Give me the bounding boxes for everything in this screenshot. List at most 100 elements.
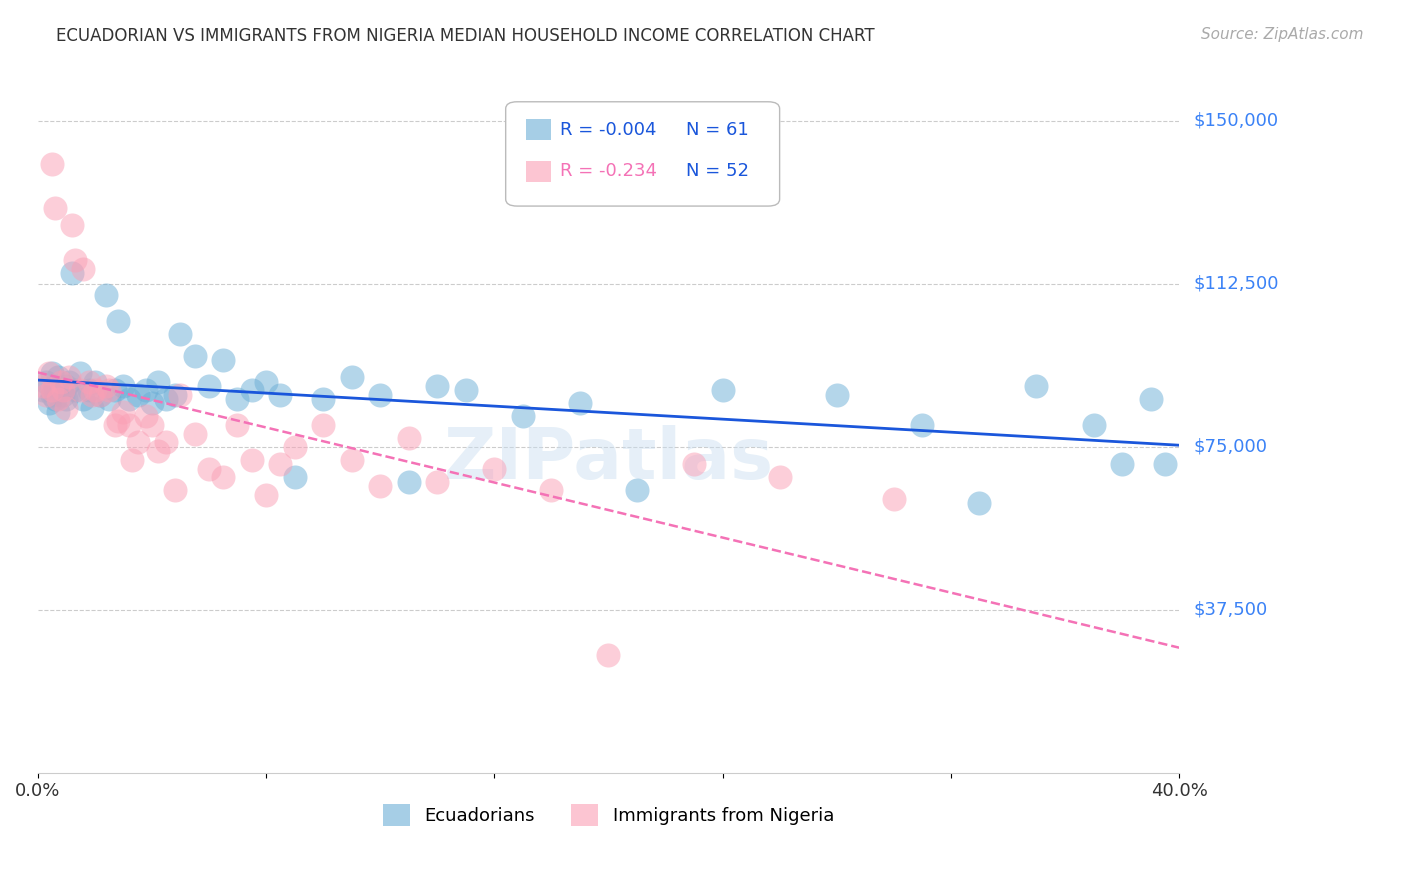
Point (96, 287, 118, 301)
Point (41, 384, 63, 398)
Point (58, 370, 80, 384)
Point (163, 387, 186, 401)
Point (77, 375, 100, 389)
Point (38, 366, 60, 380)
Bar (526, 161, 551, 182)
Point (41, 366, 63, 380)
Text: $75,000: $75,000 (1194, 438, 1267, 456)
Point (41, 387, 63, 401)
Point (89, 387, 111, 401)
Point (512, 409, 534, 424)
Point (63, 252, 86, 267)
Point (426, 379, 449, 393)
Point (58, 375, 80, 389)
Point (32, 384, 55, 398)
Point (69, 384, 91, 398)
Point (72, 261, 94, 276)
Point (72, 392, 94, 406)
Point (212, 352, 235, 367)
Point (118, 392, 141, 406)
Point (1111, 457, 1133, 471)
Point (49, 384, 72, 398)
FancyBboxPatch shape (506, 102, 779, 206)
Point (568, 396, 591, 410)
Point (41, 157, 63, 171)
Point (312, 418, 335, 433)
Point (1083, 418, 1105, 433)
Text: Source: ZipAtlas.com: Source: ZipAtlas.com (1201, 27, 1364, 42)
Point (44, 392, 66, 406)
Point (55, 401, 77, 415)
Point (283, 440, 305, 454)
Point (104, 418, 127, 433)
Point (104, 384, 127, 398)
Point (226, 392, 249, 406)
Point (141, 418, 163, 433)
Point (484, 461, 506, 475)
Point (155, 392, 177, 406)
Point (1025, 379, 1047, 393)
Point (107, 314, 129, 328)
Point (711, 384, 734, 398)
Point (60, 218, 83, 232)
Legend: Ecuadorians, Immigrants from Nigeria: Ecuadorians, Immigrants from Nigeria (375, 797, 841, 833)
Point (768, 470, 790, 484)
Point (49, 375, 72, 389)
Point (254, 375, 277, 389)
Point (269, 387, 291, 401)
Text: R = -0.234: R = -0.234 (561, 162, 658, 180)
Point (35, 387, 58, 401)
Point (127, 387, 149, 401)
Point (155, 435, 177, 450)
Point (98, 392, 121, 406)
Point (107, 414, 129, 428)
Point (52, 387, 75, 401)
Point (98, 384, 121, 398)
Point (135, 384, 157, 398)
Point (183, 349, 205, 363)
Point (80, 401, 103, 415)
Bar (526, 120, 551, 140)
Point (46, 392, 69, 406)
Point (883, 491, 905, 506)
Point (683, 457, 706, 471)
Point (44, 201, 66, 215)
Text: N = 52: N = 52 (686, 162, 749, 180)
Point (240, 453, 263, 467)
Point (1153, 457, 1175, 471)
Text: ZIPatlas: ZIPatlas (443, 425, 773, 494)
Text: $37,500: $37,500 (1194, 601, 1267, 619)
Point (69, 366, 91, 380)
Point (77, 384, 100, 398)
Point (121, 453, 143, 467)
Point (55, 379, 77, 393)
Point (398, 431, 420, 445)
Point (269, 457, 291, 471)
Point (626, 483, 648, 498)
Point (163, 483, 186, 498)
Point (96, 379, 118, 393)
Point (141, 396, 163, 410)
Point (198, 461, 221, 475)
Point (198, 379, 221, 393)
Point (80, 387, 103, 401)
Point (52, 384, 75, 398)
Text: $112,500: $112,500 (1194, 275, 1278, 293)
Point (283, 470, 305, 484)
Point (112, 405, 135, 419)
Point (598, 648, 620, 663)
Point (340, 453, 363, 467)
Point (127, 435, 149, 450)
Point (454, 384, 477, 398)
Point (540, 483, 562, 498)
Point (226, 418, 249, 433)
Point (426, 475, 449, 489)
Text: N = 61: N = 61 (686, 120, 749, 138)
Point (368, 387, 391, 401)
Point (135, 409, 157, 424)
Text: R = -0.004: R = -0.004 (561, 120, 657, 138)
Point (169, 387, 191, 401)
Point (254, 488, 277, 502)
Text: ECUADORIAN VS IMMIGRANTS FROM NIGERIA MEDIAN HOUSEHOLD INCOME CORRELATION CHART: ECUADORIAN VS IMMIGRANTS FROM NIGERIA ME… (56, 27, 875, 45)
Point (146, 375, 169, 389)
